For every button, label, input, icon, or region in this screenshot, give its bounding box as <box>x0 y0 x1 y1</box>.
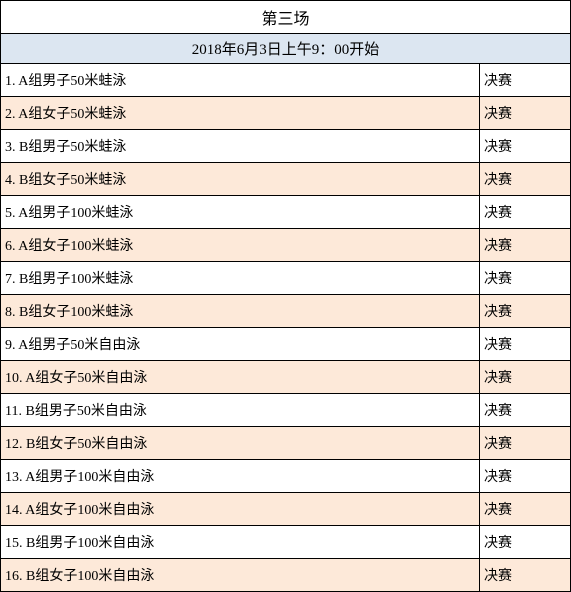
table-row: 1. A组男子50米蛙泳决赛 <box>1 64 570 97</box>
event-name-cell: 4. B组女子50米蛙泳 <box>1 163 480 195</box>
table-row: 11. B组男子50米自由泳决赛 <box>1 394 570 427</box>
table-row: 16. B组女子100米自由泳决赛 <box>1 559 570 592</box>
event-status-cell: 决赛 <box>480 361 570 393</box>
event-status-cell: 决赛 <box>480 295 570 327</box>
event-name-cell: 9. A组男子50米自由泳 <box>1 328 480 360</box>
table-row: 9. A组男子50米自由泳决赛 <box>1 328 570 361</box>
session-title: 第三场 <box>1 1 570 34</box>
session-datetime: 2018年6月3日上午9：00开始 <box>1 34 570 64</box>
table-row: 14. A组女子100米自由泳决赛 <box>1 493 570 526</box>
table-row: 6. A组女子100米蛙泳决赛 <box>1 229 570 262</box>
event-status-cell: 决赛 <box>480 262 570 294</box>
event-status-cell: 决赛 <box>480 130 570 162</box>
table-row: 12. B组女子50米自由泳决赛 <box>1 427 570 460</box>
event-name-cell: 10. A组女子50米自由泳 <box>1 361 480 393</box>
table-row: 3. B组男子50米蛙泳决赛 <box>1 130 570 163</box>
event-name-cell: 12. B组女子50米自由泳 <box>1 427 480 459</box>
event-name-cell: 6. A组女子100米蛙泳 <box>1 229 480 261</box>
event-name-cell: 1. A组男子50米蛙泳 <box>1 64 480 96</box>
event-name-cell: 14. A组女子100米自由泳 <box>1 493 480 525</box>
event-status-cell: 决赛 <box>480 526 570 558</box>
event-status-cell: 决赛 <box>480 328 570 360</box>
table-row: 4. B组女子50米蛙泳决赛 <box>1 163 570 196</box>
event-status-cell: 决赛 <box>480 493 570 525</box>
table-row: 2. A组女子50米蛙泳决赛 <box>1 97 570 130</box>
event-status-cell: 决赛 <box>480 394 570 426</box>
event-name-cell: 3. B组男子50米蛙泳 <box>1 130 480 162</box>
event-status-cell: 决赛 <box>480 97 570 129</box>
event-name-cell: 5. A组男子100米蛙泳 <box>1 196 480 228</box>
event-name-cell: 7. B组男子100米蛙泳 <box>1 262 480 294</box>
table-row: 7. B组男子100米蛙泳决赛 <box>1 262 570 295</box>
event-status-cell: 决赛 <box>480 229 570 261</box>
schedule-table: 第三场 2018年6月3日上午9：00开始 1. A组男子50米蛙泳决赛2. A… <box>0 0 571 592</box>
event-status-cell: 决赛 <box>480 64 570 96</box>
event-name-cell: 15. B组男子100米自由泳 <box>1 526 480 558</box>
event-rows: 1. A组男子50米蛙泳决赛2. A组女子50米蛙泳决赛3. B组男子50米蛙泳… <box>1 64 570 592</box>
event-status-cell: 决赛 <box>480 196 570 228</box>
table-row: 8. B组女子100米蛙泳决赛 <box>1 295 570 328</box>
table-row: 15. B组男子100米自由泳决赛 <box>1 526 570 559</box>
event-name-cell: 11. B组男子50米自由泳 <box>1 394 480 426</box>
event-status-cell: 决赛 <box>480 163 570 195</box>
event-name-cell: 8. B组女子100米蛙泳 <box>1 295 480 327</box>
event-status-cell: 决赛 <box>480 427 570 459</box>
event-name-cell: 13. A组男子100米自由泳 <box>1 460 480 492</box>
event-name-cell: 16. B组女子100米自由泳 <box>1 559 480 591</box>
event-status-cell: 决赛 <box>480 559 570 591</box>
table-row: 13. A组男子100米自由泳决赛 <box>1 460 570 493</box>
event-status-cell: 决赛 <box>480 460 570 492</box>
table-row: 5. A组男子100米蛙泳决赛 <box>1 196 570 229</box>
event-name-cell: 2. A组女子50米蛙泳 <box>1 97 480 129</box>
table-row: 10. A组女子50米自由泳决赛 <box>1 361 570 394</box>
